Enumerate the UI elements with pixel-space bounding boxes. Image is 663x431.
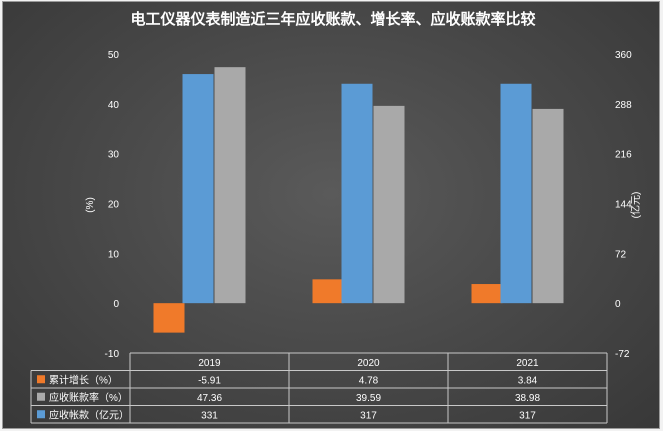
bar-growth-2020: [312, 279, 344, 304]
legend-key-1: [37, 392, 45, 401]
bar-rate-2021: [532, 108, 564, 304]
table-cell: 317: [360, 410, 377, 421]
legend-key-0: [37, 375, 45, 384]
chart-svg: 电工仪器仪表制造近三年应收账款、增长率、应收账款率比较 (%) (亿元) -10…: [30, 10, 642, 424]
chart-title: 电工仪器仪表制造近三年应收账款、增长率、应收账款率比较: [130, 10, 535, 28]
table-cell: 39.59: [356, 393, 381, 404]
bar-growth-2019: [153, 303, 185, 333]
right-axis-tick: 144: [615, 200, 632, 211]
bar-rate-2020: [373, 105, 405, 304]
right-axis-tick: -72: [615, 349, 630, 360]
bar-growth-2021: [471, 284, 503, 304]
table-cell: 331: [201, 410, 218, 421]
legend-key-2: [37, 410, 45, 419]
right-axis-tick: 288: [615, 100, 632, 111]
legend-label-2: 应收帐款（亿元）: [49, 408, 129, 421]
legend-label-1: 应收账款率（%）: [49, 391, 128, 404]
table-cell: 3.84: [518, 375, 538, 386]
table-header-2020: 2020: [357, 358, 380, 369]
table-cell: 317: [519, 410, 536, 421]
left-axis-tick: 50: [108, 50, 120, 61]
table-cell: 47.36: [197, 393, 222, 404]
right-axis-tick: 0: [615, 299, 621, 310]
left-axis-tick: 30: [108, 150, 120, 161]
left-axis-tick: 20: [108, 200, 120, 211]
table-cell: -5.91: [198, 375, 221, 386]
left-axis-tick: 40: [108, 100, 120, 111]
table-cell: 38.98: [515, 393, 540, 404]
left-axis-tick: 10: [108, 249, 120, 260]
left-axis-tick: -10: [105, 349, 120, 360]
bar-receivables-2020: [341, 83, 373, 304]
right-axis-tick: 72: [615, 249, 627, 260]
right-axis-tick: 360: [615, 50, 632, 61]
bar-rate-2019: [214, 67, 246, 304]
right-axis-tick: 216: [615, 150, 632, 161]
table-header-2019: 2019: [198, 358, 221, 369]
legend-label-0: 累计增长（%）: [49, 373, 118, 386]
table-cell: 4.78: [359, 375, 379, 386]
left-axis-label: (%): [85, 197, 96, 213]
bar-receivables-2019: [182, 74, 214, 304]
bar-receivables-2021: [500, 83, 532, 304]
table-header-2021: 2021: [516, 358, 539, 369]
left-axis-tick: 0: [113, 299, 119, 310]
right-axis-label: (亿元): [629, 192, 642, 219]
